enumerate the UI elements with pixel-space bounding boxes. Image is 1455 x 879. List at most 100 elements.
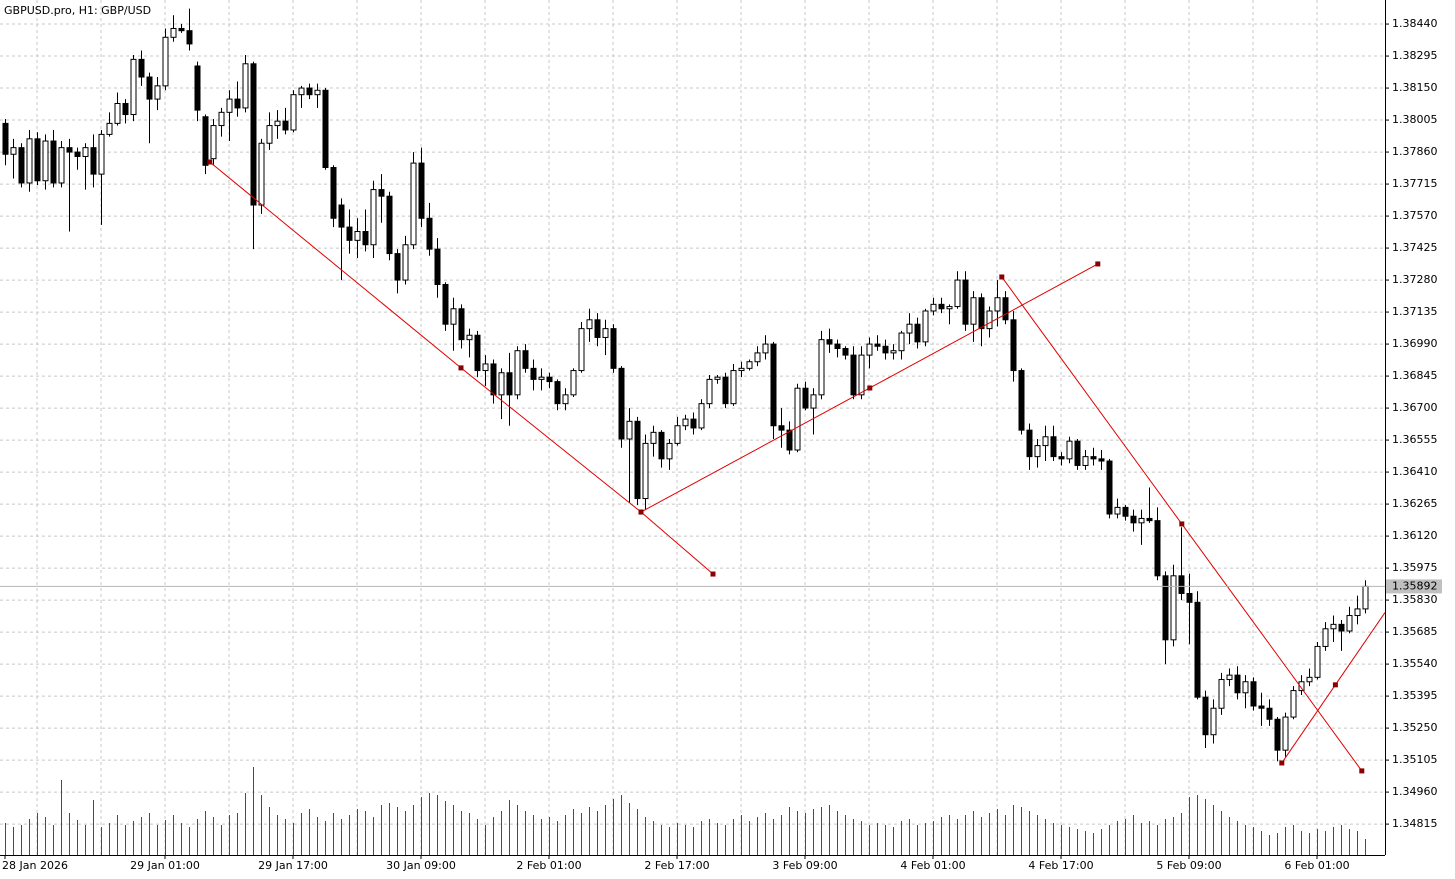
candle-body <box>82 147 89 157</box>
candle-body <box>234 98 241 109</box>
y-tick-label: 1.36410 <box>1392 465 1438 478</box>
candle-body <box>170 27 177 38</box>
candle-body <box>1314 645 1321 678</box>
candle-body <box>602 328 609 338</box>
candle-body <box>218 111 225 127</box>
candle-body <box>162 36 169 87</box>
candle-body <box>74 151 81 157</box>
candle-body <box>1362 585 1369 610</box>
candle-body <box>474 334 481 372</box>
y-tick-label: 1.35830 <box>1392 593 1438 606</box>
x-tick-label: 30 Jan 09:00 <box>386 859 456 872</box>
candle-body <box>98 133 105 175</box>
y-tick-label: 1.38440 <box>1392 17 1438 30</box>
candle-body <box>650 431 657 444</box>
candle-body <box>890 350 897 354</box>
candle-body <box>1290 690 1297 718</box>
y-tick-label: 1.36265 <box>1392 497 1438 510</box>
candle-body <box>1298 681 1305 692</box>
candle-body <box>1354 608 1361 617</box>
candle-body <box>930 303 937 312</box>
candle-body <box>458 308 465 341</box>
candle-body <box>826 339 833 345</box>
y-tick-label: 1.38005 <box>1392 113 1438 126</box>
candle-body <box>450 308 457 325</box>
candle-body <box>1322 628 1329 647</box>
candle-body <box>754 352 761 363</box>
candle-body <box>682 418 689 427</box>
candle-body <box>666 442 673 460</box>
candle-body <box>290 94 297 131</box>
candle-body <box>914 323 921 343</box>
candle-body <box>1282 716 1289 751</box>
y-tick-label: 1.36990 <box>1392 337 1438 350</box>
candle-body <box>378 189 385 197</box>
candle-body <box>1042 436 1049 447</box>
candle-body <box>1098 458 1105 462</box>
chart-title: GBPUSD.pro, H1: GBP/USD <box>4 4 151 17</box>
x-tick-label: 29 Jan 17:00 <box>258 859 328 872</box>
candle-body <box>298 87 305 96</box>
x-tick-label: 28 Jan 2026 <box>2 859 68 872</box>
candle-body <box>762 343 769 354</box>
candle-body <box>26 138 33 184</box>
candle-body <box>506 372 513 396</box>
candle-body <box>2 122 9 155</box>
candle-body <box>1330 623 1337 630</box>
y-tick-label: 1.36700 <box>1392 401 1438 414</box>
candle-body <box>1066 440 1073 460</box>
candle-body <box>938 303 945 310</box>
candle-body <box>922 310 929 343</box>
candle-body <box>1090 456 1097 460</box>
x-tick-label: 29 Jan 01:00 <box>130 859 200 872</box>
candle-body <box>330 167 337 219</box>
candle-body <box>130 58 137 116</box>
volume <box>5 767 1366 855</box>
candle-body <box>778 425 785 431</box>
candle-body <box>522 350 529 369</box>
candle-body <box>866 343 873 356</box>
candle-body <box>986 310 993 330</box>
candle-body <box>722 376 729 405</box>
x-tick-label: 2 Feb 01:00 <box>516 859 581 872</box>
y-tick-label: 1.35105 <box>1392 753 1438 766</box>
candle-body <box>1026 429 1033 458</box>
candle-body <box>442 283 449 325</box>
candle-body <box>1178 575 1185 594</box>
candle-body <box>258 142 265 206</box>
candle-body <box>1018 370 1025 431</box>
candle-body <box>610 328 617 369</box>
y-tick-label: 1.37135 <box>1392 305 1438 318</box>
candle-body <box>586 319 593 330</box>
candle-body <box>138 58 145 78</box>
candle-body <box>658 431 665 460</box>
candle-body <box>738 367 745 372</box>
candle-body <box>18 147 25 184</box>
y-tick-label: 1.37425 <box>1392 241 1438 254</box>
candle-body <box>970 297 977 325</box>
x-tick-label: 4 Feb 17:00 <box>1028 859 1093 872</box>
candle-body <box>1050 436 1057 458</box>
candle-body <box>1010 319 1017 372</box>
candle-body <box>346 226 353 241</box>
candle-body <box>562 394 569 405</box>
candle-body <box>594 319 601 338</box>
candle-body <box>466 334 473 341</box>
candle-body <box>1114 506 1121 515</box>
candle-body <box>1194 601 1201 698</box>
candle-body <box>210 125 217 160</box>
candle-body <box>1274 718 1281 751</box>
candle-body <box>242 63 249 109</box>
x-tick-label: 6 Feb 01:00 <box>1284 859 1349 872</box>
y-tick-label: 1.38295 <box>1392 49 1438 62</box>
candle-body <box>1162 575 1169 641</box>
candle-body <box>530 367 537 380</box>
candle-body <box>1122 506 1129 517</box>
candles <box>2 8 1369 762</box>
candle-body <box>362 231 369 246</box>
candle-body <box>1170 575 1177 641</box>
candle-body <box>810 394 817 409</box>
candle-body <box>898 332 905 352</box>
candle-body <box>10 147 17 155</box>
